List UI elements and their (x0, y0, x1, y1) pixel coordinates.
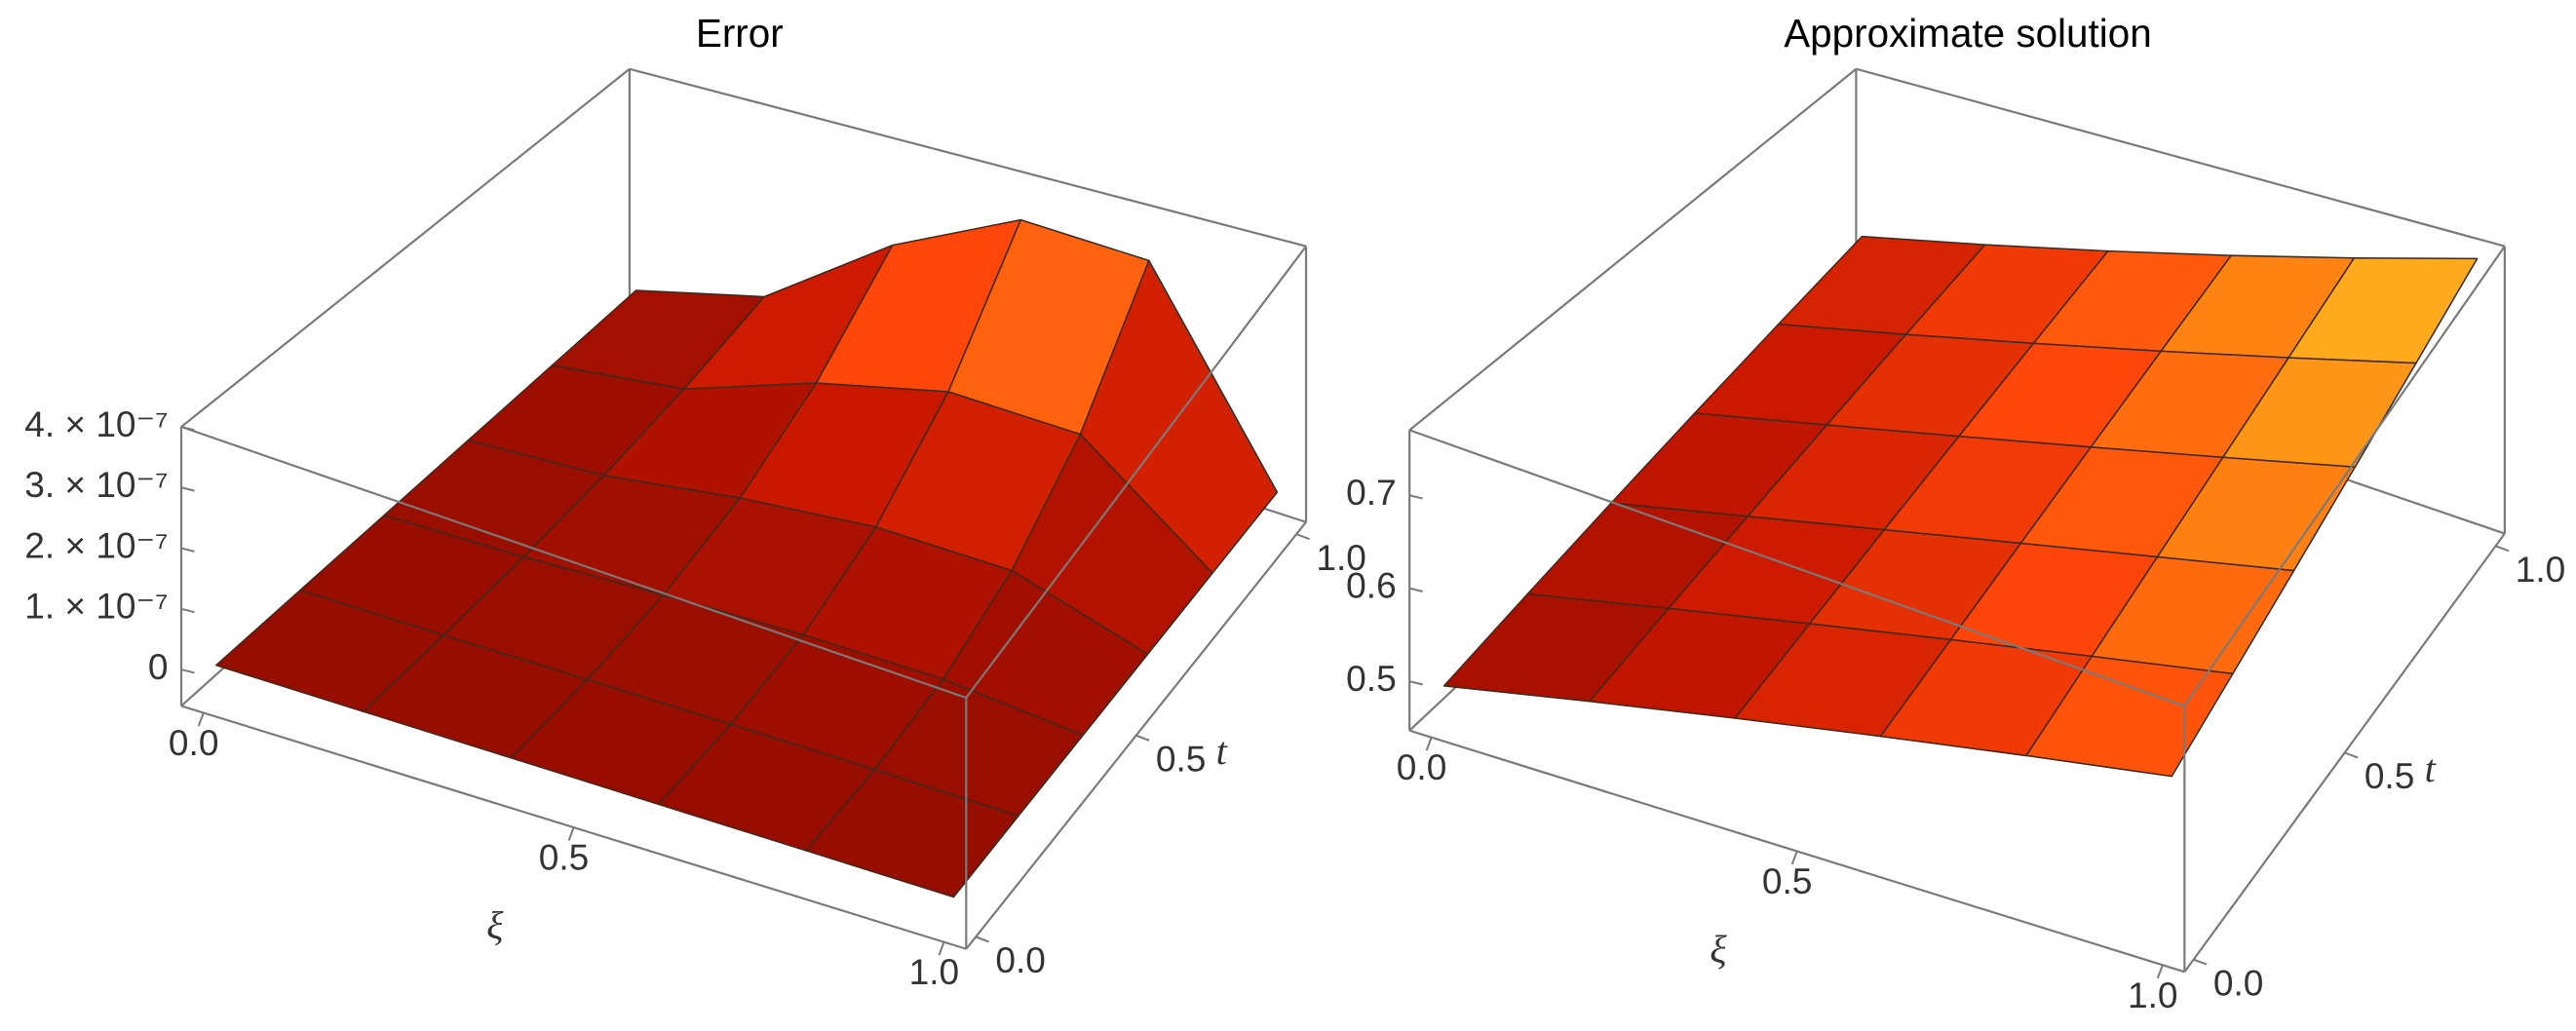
y-tick-label: 0.0 (995, 939, 1046, 980)
y-tick-label: 0.0 (2213, 962, 2264, 1003)
z-tick-label: 3. × 10⁻⁷ (24, 464, 168, 505)
z-tick (1408, 680, 1423, 686)
z-tick (180, 547, 195, 553)
z-tick-label: 2. × 10⁻⁷ (24, 524, 168, 565)
box-edge (180, 425, 967, 700)
z-tick-label: 0.6 (1346, 564, 1397, 605)
box-edge (1856, 67, 2506, 248)
z-tick-label: 4. × 10⁻⁷ (24, 403, 168, 444)
z-tick-label: 0.7 (1346, 472, 1397, 513)
y-tick (2495, 545, 2510, 553)
x-tick (2156, 964, 2164, 979)
y-tick-label: 0.5 (1156, 739, 1207, 780)
x-tick (1790, 851, 1798, 865)
y-tick (1295, 533, 1310, 541)
y-tick (2344, 751, 2359, 759)
chart-title: Error (696, 11, 784, 56)
z-tick (1408, 494, 1423, 500)
z-tick-label: 0.5 (1346, 658, 1397, 699)
y-axis-label: t (1216, 729, 1229, 773)
z-tick-label: 1. × 10⁻⁷ (24, 586, 168, 627)
z-tick (1408, 587, 1423, 593)
x-tick (1425, 737, 1433, 751)
x-tick-label: 1.0 (909, 951, 960, 992)
x-axis-label: ξ (1710, 927, 1727, 971)
x-tick (938, 941, 945, 956)
x-tick-label: 0.5 (539, 837, 590, 878)
x-tick-label: 0.5 (1762, 860, 1813, 901)
x-tick-label: 1.0 (2128, 974, 2178, 1015)
box-edge (1408, 429, 2185, 707)
y-tick-label: 1.0 (1316, 537, 1366, 578)
box-edge (2183, 246, 2506, 707)
z-tick (180, 426, 195, 432)
box-edge (180, 67, 631, 428)
z-tick-label: 0 (148, 646, 169, 687)
x-axis-label: ξ (486, 903, 504, 947)
chart-title: Approximate solution (1784, 11, 2151, 56)
x-tick (197, 712, 205, 727)
surface-patch (2025, 655, 2234, 778)
y-tick-label: 0.5 (2365, 755, 2415, 796)
y-axis-label: t (2425, 746, 2438, 790)
x-tick (567, 826, 575, 841)
box-edge (629, 67, 1307, 248)
y-tick (2193, 958, 2208, 966)
box-edge (965, 246, 1307, 699)
x-tick-label: 0.0 (1397, 746, 1447, 787)
z-tick (180, 668, 195, 674)
box-edge (1408, 67, 1858, 432)
z-tick (180, 486, 195, 492)
z-tick (180, 607, 195, 614)
y-tick-label: 1.0 (2516, 549, 2566, 590)
y-tick (1135, 734, 1150, 742)
x-tick-label: 0.0 (169, 722, 219, 763)
y-tick (975, 936, 989, 943)
